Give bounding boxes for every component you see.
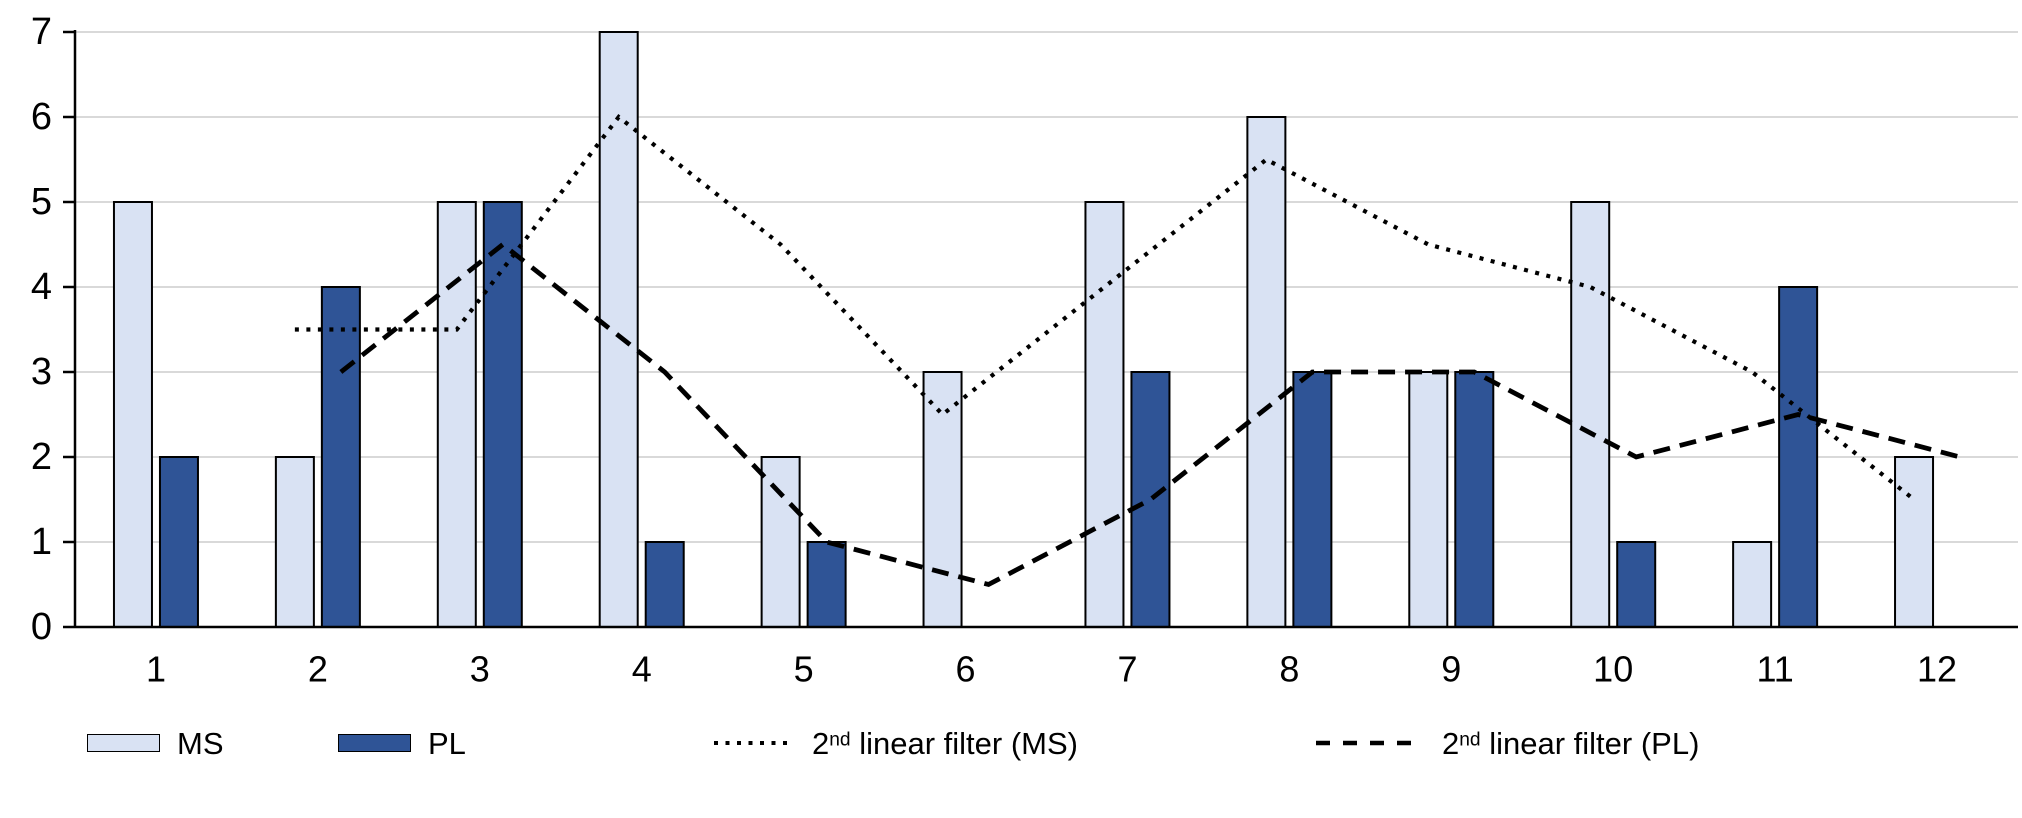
x-tick-label: 10 xyxy=(1593,649,1633,690)
bar-ms xyxy=(1246,116,1287,628)
bar-ms xyxy=(1084,201,1125,628)
y-tick-label: 6 xyxy=(31,96,52,138)
legend-item-filter-pl: 2nd linear filter (PL) xyxy=(1315,723,1699,763)
bar-ms xyxy=(598,31,639,628)
x-tick-label: 6 xyxy=(956,649,976,690)
bar-ms xyxy=(1408,371,1449,628)
bar-pl xyxy=(482,201,523,628)
legend-label-pl: PL xyxy=(428,725,466,761)
ms-bar-swatch xyxy=(87,734,160,752)
x-tick-label: 8 xyxy=(1279,649,1299,690)
y-tick-label: 2 xyxy=(31,436,52,478)
legend-label-filter-ms: 2nd linear filter (MS) xyxy=(812,725,1078,761)
bar-pl xyxy=(320,286,361,628)
bar-ms xyxy=(760,456,801,628)
legend-label-ms: MS xyxy=(177,725,224,761)
pl-bar-swatch xyxy=(338,734,411,752)
x-tick-label: 3 xyxy=(470,649,490,690)
y-tick-label: 3 xyxy=(31,351,52,393)
bar-pl xyxy=(1778,286,1819,628)
dotted-line-swatch xyxy=(714,741,791,745)
x-tick-label: 4 xyxy=(632,649,652,690)
bar-ms xyxy=(112,201,153,628)
x-tick-label: 9 xyxy=(1441,649,1461,690)
x-tick-label: 5 xyxy=(794,649,814,690)
bar-pl xyxy=(644,541,685,628)
x-tick-label: 12 xyxy=(1917,649,1957,690)
legend-item-filter-ms: 2nd linear filter (MS) xyxy=(713,723,1078,763)
dashed-line-swatch xyxy=(1316,740,1411,746)
y-tick-label: 5 xyxy=(31,181,52,223)
x-tick-label: 11 xyxy=(1756,649,1793,690)
y-tick-label: 0 xyxy=(31,606,52,648)
bar-ms xyxy=(1570,201,1611,628)
bar-pl xyxy=(1454,371,1495,628)
bar-ms xyxy=(274,456,315,628)
x-tick-label: 2 xyxy=(308,649,328,690)
bar-ms xyxy=(436,201,477,628)
legend-item-pl: PL xyxy=(338,723,466,763)
bar-pl xyxy=(1130,371,1171,628)
bar-pl xyxy=(1616,541,1657,628)
line-filter-pl xyxy=(339,241,1961,588)
y-tick-label: 4 xyxy=(31,266,52,308)
legend-label-filter-pl: 2nd linear filter (PL) xyxy=(1442,725,1700,761)
y-tick-label: 7 xyxy=(31,11,52,53)
bar-pl xyxy=(1292,371,1333,628)
bar-ms xyxy=(1732,541,1773,628)
x-tick-label: 7 xyxy=(1117,649,1137,690)
bar-pl xyxy=(806,541,847,628)
bar-ms xyxy=(922,371,963,628)
bar-pl xyxy=(158,456,199,628)
legend-item-ms: MS xyxy=(87,723,224,763)
y-tick-label: 1 xyxy=(31,521,52,563)
line-filter-ms xyxy=(294,114,1916,502)
x-tick-label: 1 xyxy=(146,649,166,690)
legend: MS PL 2nd linear filter (MS) 2nd linear … xyxy=(0,723,2022,763)
bar-ms xyxy=(1894,456,1935,628)
